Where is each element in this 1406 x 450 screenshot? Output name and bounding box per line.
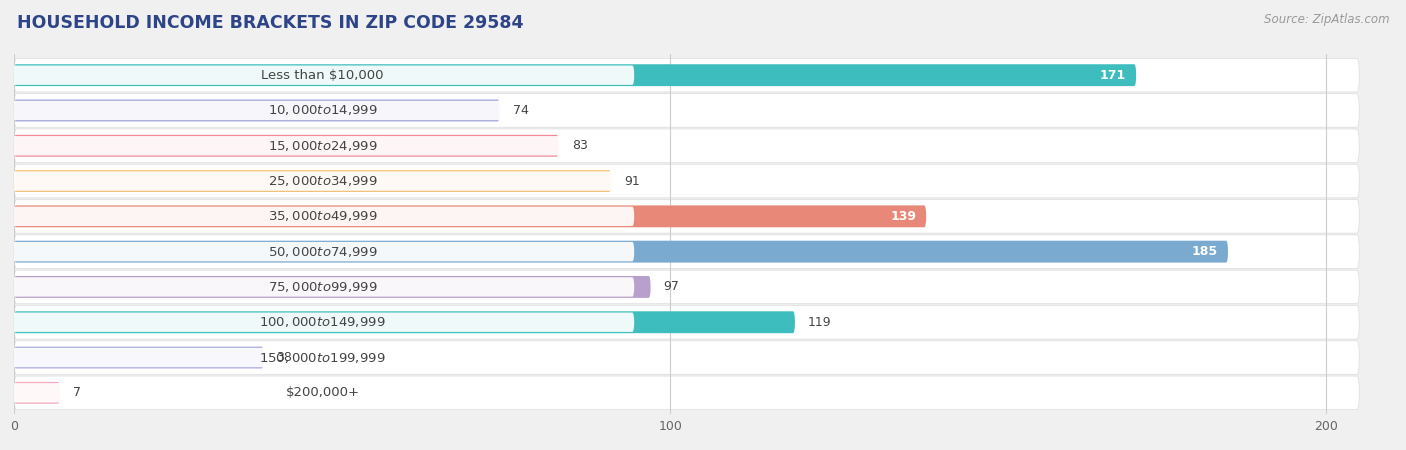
FancyBboxPatch shape <box>14 200 1360 233</box>
FancyBboxPatch shape <box>14 64 1136 86</box>
Text: 97: 97 <box>664 280 679 293</box>
FancyBboxPatch shape <box>14 58 1360 92</box>
FancyBboxPatch shape <box>14 341 1360 374</box>
FancyBboxPatch shape <box>14 170 612 192</box>
FancyBboxPatch shape <box>14 129 1360 162</box>
Text: HOUSEHOLD INCOME BRACKETS IN ZIP CODE 29584: HOUSEHOLD INCOME BRACKETS IN ZIP CODE 29… <box>17 14 523 32</box>
Text: $200,000+: $200,000+ <box>285 386 360 399</box>
Text: $10,000 to $14,999: $10,000 to $14,999 <box>267 104 377 117</box>
FancyBboxPatch shape <box>11 348 634 367</box>
FancyBboxPatch shape <box>14 311 794 333</box>
Text: 119: 119 <box>808 316 831 329</box>
FancyBboxPatch shape <box>11 101 634 120</box>
Text: $100,000 to $149,999: $100,000 to $149,999 <box>259 315 385 329</box>
FancyBboxPatch shape <box>14 376 1360 410</box>
FancyBboxPatch shape <box>14 164 1360 198</box>
Text: $15,000 to $24,999: $15,000 to $24,999 <box>267 139 377 153</box>
FancyBboxPatch shape <box>14 94 1360 127</box>
FancyBboxPatch shape <box>11 171 634 191</box>
Text: 185: 185 <box>1192 245 1218 258</box>
FancyBboxPatch shape <box>11 207 634 226</box>
Text: $50,000 to $74,999: $50,000 to $74,999 <box>267 245 377 259</box>
FancyBboxPatch shape <box>11 242 634 261</box>
Text: 83: 83 <box>572 139 588 152</box>
FancyBboxPatch shape <box>14 276 651 298</box>
FancyBboxPatch shape <box>11 65 634 85</box>
FancyBboxPatch shape <box>11 313 634 332</box>
FancyBboxPatch shape <box>14 135 558 157</box>
Text: 171: 171 <box>1099 69 1126 82</box>
FancyBboxPatch shape <box>14 382 60 404</box>
Text: Less than $10,000: Less than $10,000 <box>262 69 384 82</box>
Text: $150,000 to $199,999: $150,000 to $199,999 <box>259 351 385 364</box>
Text: $25,000 to $34,999: $25,000 to $34,999 <box>267 174 377 188</box>
Text: 74: 74 <box>513 104 529 117</box>
FancyBboxPatch shape <box>14 205 927 227</box>
FancyBboxPatch shape <box>11 277 634 297</box>
Text: 38: 38 <box>277 351 292 364</box>
FancyBboxPatch shape <box>14 270 1360 304</box>
FancyBboxPatch shape <box>11 383 634 403</box>
Text: 139: 139 <box>890 210 917 223</box>
Text: $35,000 to $49,999: $35,000 to $49,999 <box>267 209 377 223</box>
FancyBboxPatch shape <box>14 235 1360 268</box>
Text: 91: 91 <box>624 175 640 188</box>
FancyBboxPatch shape <box>14 306 1360 339</box>
FancyBboxPatch shape <box>14 346 263 369</box>
Text: Source: ZipAtlas.com: Source: ZipAtlas.com <box>1264 14 1389 27</box>
FancyBboxPatch shape <box>11 136 634 155</box>
FancyBboxPatch shape <box>14 99 499 122</box>
FancyBboxPatch shape <box>14 241 1227 263</box>
Text: $75,000 to $99,999: $75,000 to $99,999 <box>267 280 377 294</box>
Text: 7: 7 <box>73 386 82 399</box>
